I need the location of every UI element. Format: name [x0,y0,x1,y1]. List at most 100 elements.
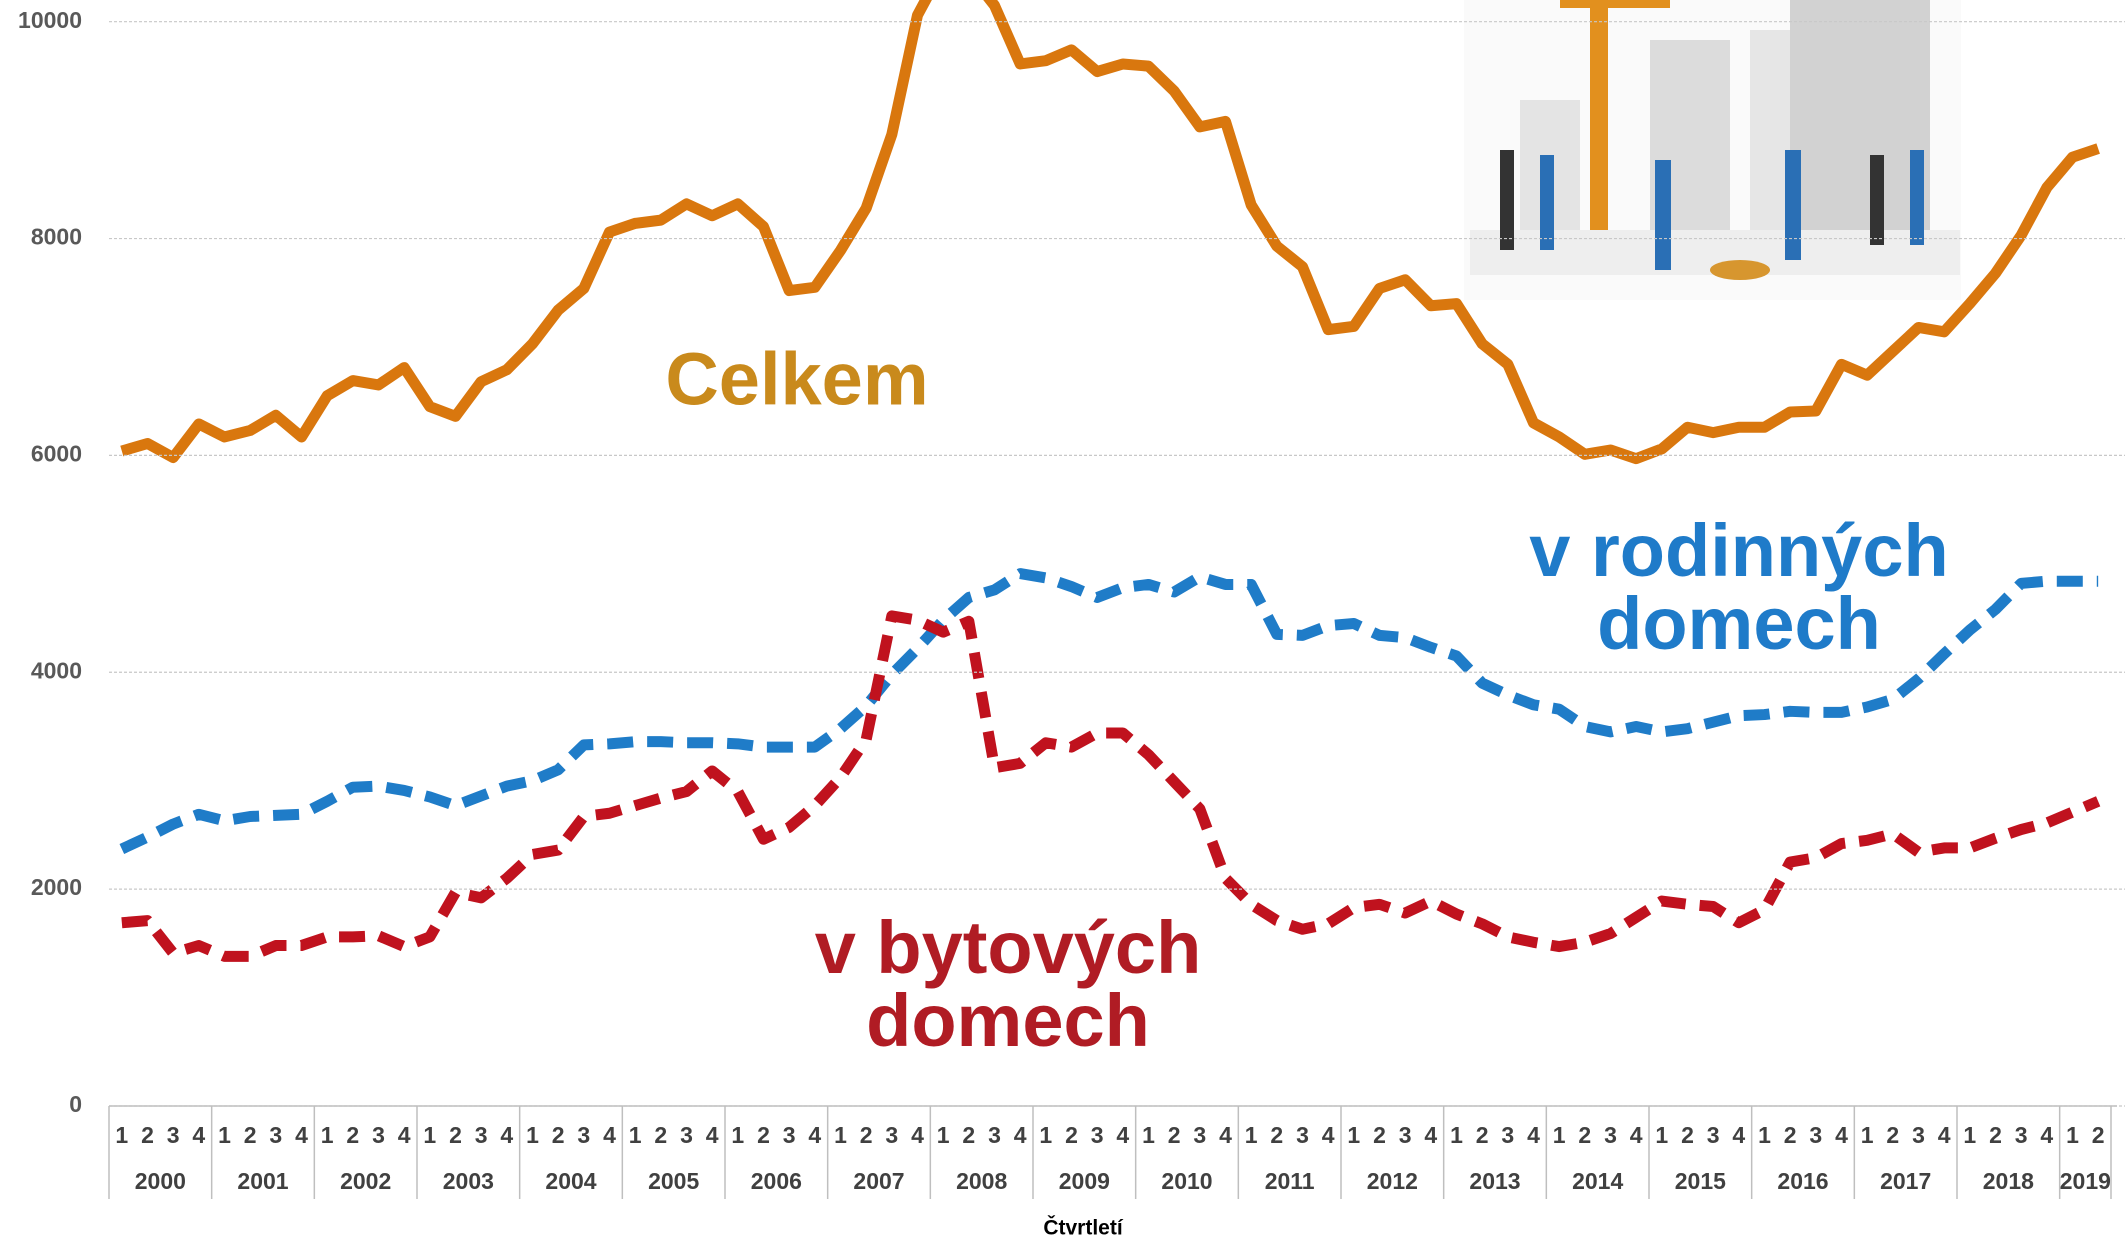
x-tick-label: 3 [1091,1122,1104,1148]
x-tick-label: 1 [1039,1122,1052,1148]
y-tick-label: 10000 [18,7,82,33]
x-tick-label: 3 [1193,1122,1206,1148]
x-tick-label: 1 [1655,1122,1668,1148]
x-tick-label: 1 [834,1122,847,1148]
x-tick-label: 4 [398,1122,411,1148]
x-tick-label: 4 [500,1122,513,1148]
x-tick-label: 2 [449,1122,462,1148]
y-tick-label: 2000 [31,874,82,900]
x-group-label: 2009 [1059,1168,1110,1194]
x-group-label: 2012 [1367,1168,1418,1194]
x-tick-label: 3 [269,1122,282,1148]
x-tick-label: 2 [1989,1122,2002,1148]
x-group-label: 2000 [135,1168,186,1194]
x-tick-label: 2 [757,1122,770,1148]
y-tick-label: 4000 [31,657,82,683]
x-tick-label: 1 [1758,1122,1771,1148]
x-tick-label: 4 [1424,1122,1437,1148]
x-group-label: 2003 [443,1168,494,1194]
x-tick-label: 4 [2040,1122,2053,1148]
x-tick-label: 3 [1399,1122,1412,1148]
x-tick-label: 3 [885,1122,898,1148]
x-tick-label: 2 [654,1122,667,1148]
x-tick-label: 4 [1835,1122,1848,1148]
x-tick-label: 2 [244,1122,257,1148]
x-group-label: 2014 [1572,1168,1623,1194]
x-tick-label: 4 [192,1122,205,1148]
x-tick-label: 4 [808,1122,821,1148]
x-tick-label: 3 [1296,1122,1309,1148]
x-tick-label: 1 [1553,1122,1566,1148]
x-group-label: 2016 [1777,1168,1828,1194]
y-tick-label: 8000 [31,224,82,250]
x-tick-label: 2 [1476,1122,1489,1148]
series-label: Celkem [665,338,928,421]
x-tick-label: 2 [1784,1122,1797,1148]
x-tick-label: 4 [1219,1122,1232,1148]
x-tick-label: 2 [1373,1122,1386,1148]
x-group-label: 2007 [853,1168,904,1194]
x-tick-label: 1 [1963,1122,1976,1148]
x-tick-label: 4 [1322,1122,1335,1148]
x-tick-label: 1 [731,1122,744,1148]
x-tick-label: 3 [1707,1122,1720,1148]
illustration [1464,0,1961,300]
x-group-label: 2005 [648,1168,699,1194]
x-tick-label: 1 [115,1122,128,1148]
x-tick-label: 3 [1912,1122,1925,1148]
x-tick-label: 4 [1527,1122,1540,1148]
x-group-label: 2011 [1265,1168,1315,1194]
x-tick-label: 2 [1270,1122,1283,1148]
x-tick-label: 2 [141,1122,154,1148]
x-tick-label: 1 [1861,1122,1874,1148]
x-tick-label: 1 [526,1122,539,1148]
x-tick-label: 2 [1168,1122,1181,1148]
x-tick-label: 3 [988,1122,1001,1148]
x-tick-label: 1 [1245,1122,1258,1148]
x-tick-label: 3 [783,1122,796,1148]
x-tick-label: 1 [321,1122,334,1148]
x-tick-label: 2 [2092,1122,2105,1148]
chart: Čtvrtletí 020004000600080001000012341234… [0,0,2125,1237]
x-tick-label: 2 [552,1122,565,1148]
x-group-label: 2008 [956,1168,1007,1194]
x-tick-label: 1 [1142,1122,1155,1148]
x-tick-label: 1 [629,1122,642,1148]
x-tick-label: 3 [167,1122,180,1148]
x-tick-label: 4 [1732,1122,1745,1148]
x-group-label: 2017 [1880,1168,1931,1194]
x-group-label: 2018 [1983,1168,2034,1194]
x-group-label: 2002 [340,1168,391,1194]
x-tick-label: 4 [295,1122,308,1148]
y-tick-label: 0 [69,1091,82,1117]
x-tick-label: 4 [1116,1122,1129,1148]
x-tick-label: 2 [860,1122,873,1148]
x-tick-label: 3 [680,1122,693,1148]
x-group-label: 2013 [1469,1168,1520,1194]
x-group-label: 2001 [237,1168,288,1194]
x-tick-label: 4 [911,1122,924,1148]
x-tick-label: 4 [603,1122,616,1148]
x-tick-label: 2 [346,1122,359,1148]
x-tick-label: 3 [1604,1122,1617,1148]
x-tick-label: 1 [423,1122,436,1148]
x-tick-label: 3 [475,1122,488,1148]
x-tick-label: 3 [1809,1122,1822,1148]
x-tick-label: 4 [1938,1122,1951,1148]
x-group-label: 2004 [545,1168,596,1194]
x-tick-label: 3 [2015,1122,2028,1148]
x-group-label: 2015 [1675,1168,1726,1194]
x-group-label: 2010 [1161,1168,1212,1194]
x-group-label: 2019 [2060,1168,2111,1194]
x-tick-label: 2 [1681,1122,1694,1148]
x-tick-label: 4 [706,1122,719,1148]
x-tick-label: 4 [1630,1122,1643,1148]
y-tick-label: 6000 [31,440,82,466]
x-tick-label: 3 [372,1122,385,1148]
x-tick-label: 1 [1450,1122,1463,1148]
x-group-label: 2006 [751,1168,802,1194]
x-tick-label: 1 [218,1122,231,1148]
x-axis-title: Čtvrtletí [1043,1216,1124,1237]
